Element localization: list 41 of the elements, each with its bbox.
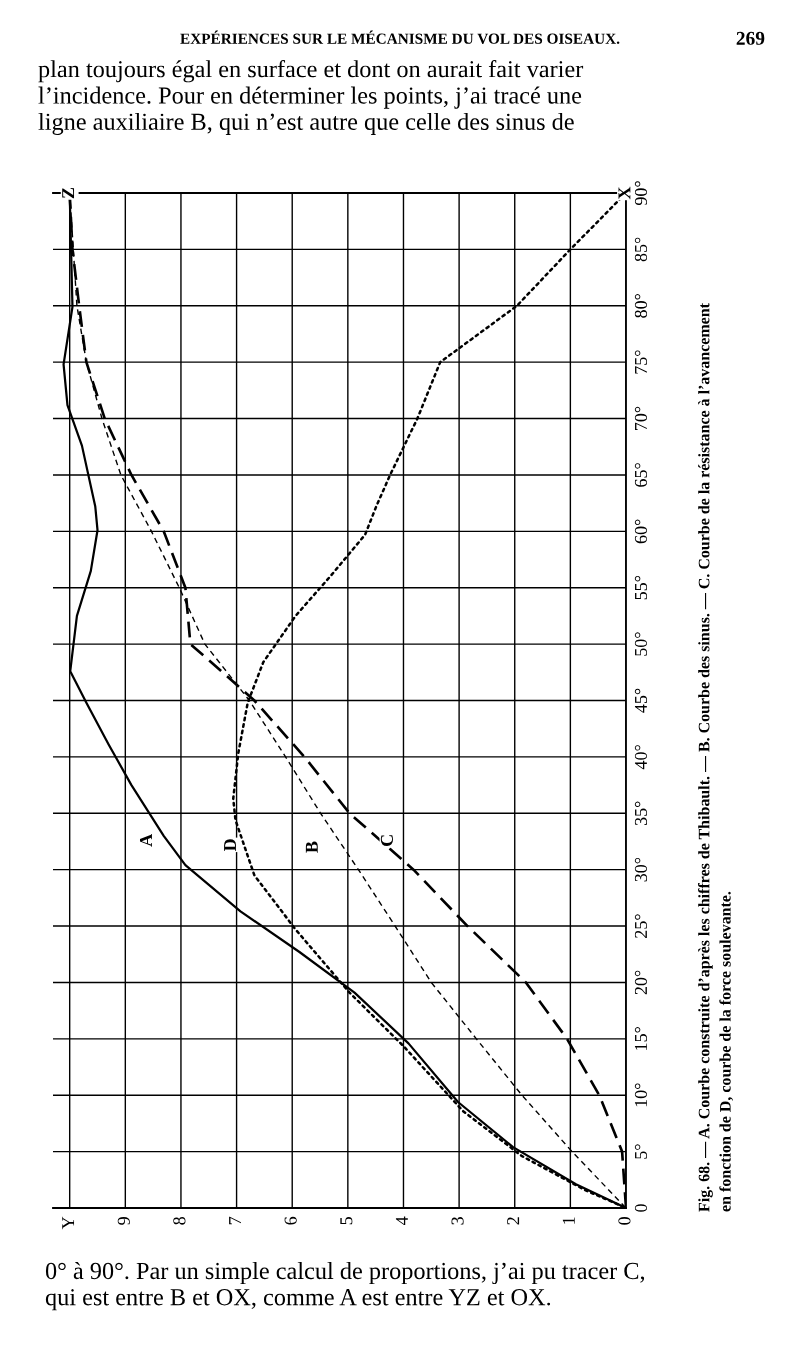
x-tick-label: 4 bbox=[395, 1216, 408, 1226]
annotation: D bbox=[224, 839, 236, 852]
x-tick-label: 6 bbox=[284, 1216, 297, 1225]
y-tick-label: 30° bbox=[634, 857, 648, 882]
y-tick-label: 25° bbox=[634, 914, 648, 938]
y-tick-label: 90° bbox=[634, 181, 648, 206]
text: plan toujours égal en surface et dont on aurait fait varier l’incidence. Pour en déterminer les points, j’ai tracé une ligne auxiliaire B, qui n’est autre que celle des sinus de bbox=[38, 60, 584, 135]
x-tick-label: 9 bbox=[117, 1217, 130, 1225]
y-tick-label: 5° bbox=[634, 1144, 648, 1159]
y-tick-label: 50° bbox=[634, 632, 648, 656]
caption: Fig. 68. — A. Courbe construite d’après les chiffres de Thibault. — B. Courbe des sinus. — C. Courbe de la résistance à l’avancement en fonction de D, courbe de la force soulevante. bbox=[698, 303, 734, 1212]
x-tick-label: Y bbox=[62, 1216, 75, 1230]
y-tick-label: 70° bbox=[634, 406, 648, 430]
y-tick-label: 45° bbox=[634, 688, 648, 713]
y-tick-label: 0 bbox=[634, 1204, 648, 1212]
x-tick-label: 5 bbox=[340, 1217, 353, 1225]
x-tick-label: 8 bbox=[173, 1217, 186, 1225]
y-tick-label: 65° bbox=[634, 463, 648, 487]
annotation: B bbox=[305, 841, 318, 853]
y-tick-label: 20° bbox=[634, 970, 648, 995]
x-tick-label: 1 bbox=[562, 1217, 575, 1224]
y-tick-label: 80° bbox=[634, 294, 648, 318]
annotation: C bbox=[380, 835, 393, 846]
annotation: A bbox=[140, 833, 152, 847]
y-tick-label: 40° bbox=[634, 745, 648, 770]
annotation: X bbox=[618, 186, 631, 200]
text: 0° à 90°. Par un simple calcul de proportions, j’ai pu tracer C, qui est entre B et OX, comme A est entre YZ et OX. bbox=[45, 1262, 645, 1311]
x-tick-label: 7 bbox=[229, 1216, 241, 1225]
x-tick-label: 3 bbox=[451, 1217, 464, 1225]
y-tick-label: 35° bbox=[634, 801, 648, 826]
y-tick-label: 10° bbox=[634, 1083, 648, 1107]
annotation: Z bbox=[62, 187, 75, 199]
text: 269 bbox=[736, 31, 765, 45]
x-tick-label: 0 bbox=[618, 1217, 631, 1225]
y-tick-label: 55° bbox=[634, 575, 648, 600]
x-tick-label: 2 bbox=[507, 1217, 520, 1225]
y-tick-label: 85° bbox=[634, 237, 648, 262]
y-tick-label: 75° bbox=[634, 350, 648, 374]
y-tick-label: 15° bbox=[634, 1027, 648, 1050]
text: EXPÉRIENCES SUR LE MÉCANISME DU VOL DES OISEAUX. bbox=[180, 30, 620, 44]
y-tick-label: 60° bbox=[634, 519, 648, 544]
